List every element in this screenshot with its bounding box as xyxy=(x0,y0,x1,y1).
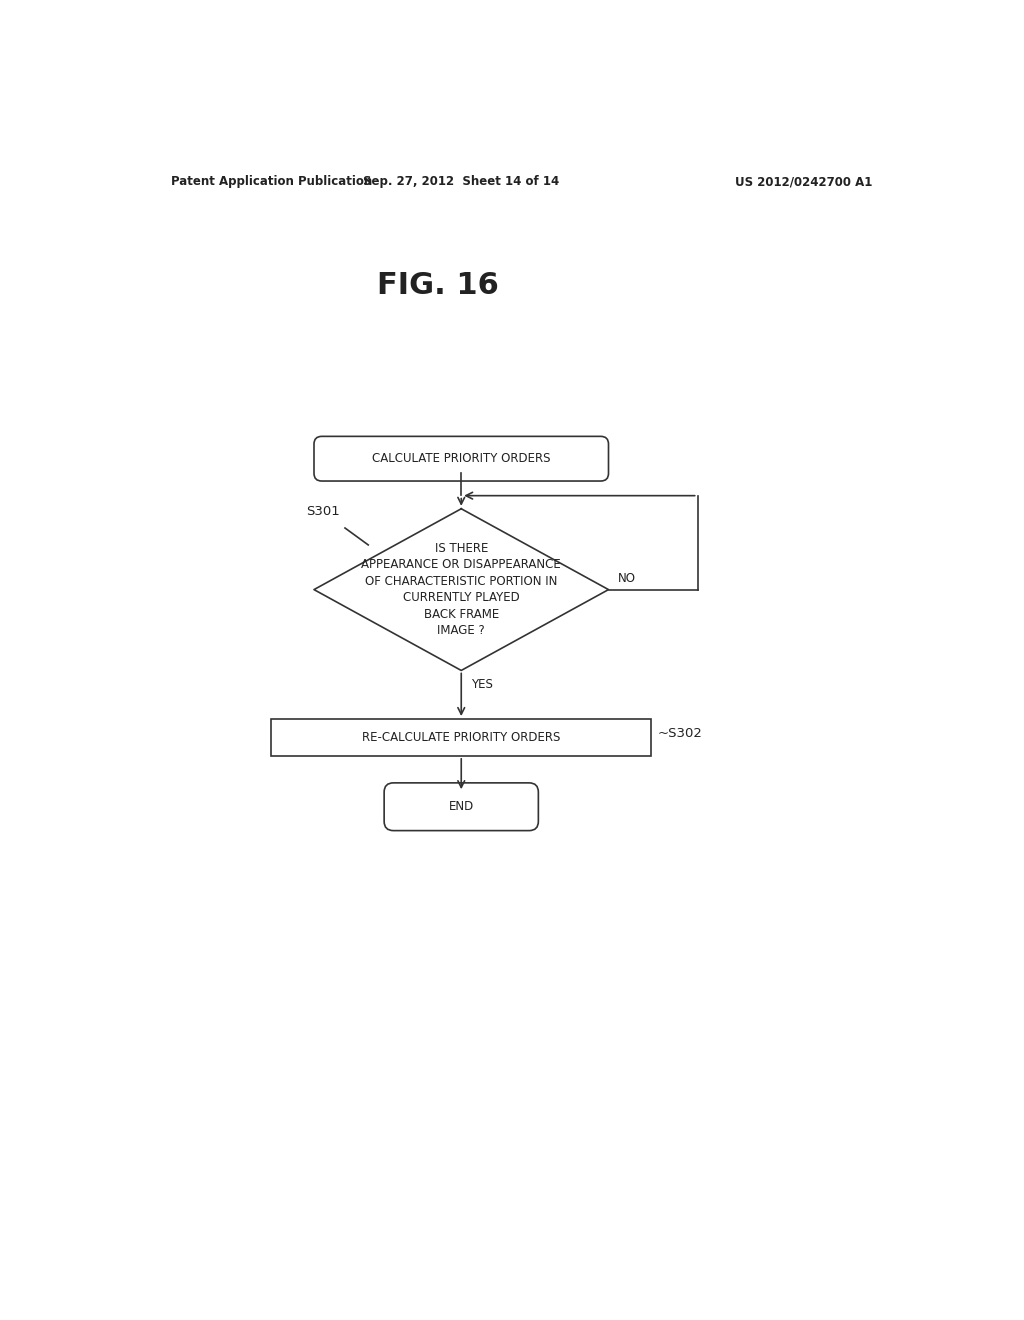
Text: FIG. 16: FIG. 16 xyxy=(377,271,499,300)
FancyBboxPatch shape xyxy=(314,437,608,480)
Text: ~S302: ~S302 xyxy=(657,727,702,741)
Text: CALCULATE PRIORITY ORDERS: CALCULATE PRIORITY ORDERS xyxy=(372,453,551,465)
Text: NO: NO xyxy=(617,572,636,585)
Text: YES: YES xyxy=(471,677,493,690)
Text: IS THERE
APPEARANCE OR DISAPPEARANCE
OF CHARACTERISTIC PORTION IN
CURRENTLY PLAY: IS THERE APPEARANCE OR DISAPPEARANCE OF … xyxy=(361,541,561,638)
Text: Sep. 27, 2012  Sheet 14 of 14: Sep. 27, 2012 Sheet 14 of 14 xyxy=(364,176,559,187)
Text: RE-CALCULATE PRIORITY ORDERS: RE-CALCULATE PRIORITY ORDERS xyxy=(362,731,560,744)
FancyBboxPatch shape xyxy=(384,783,539,830)
Text: END: END xyxy=(449,800,474,813)
Text: S301: S301 xyxy=(306,504,340,517)
Text: US 2012/0242700 A1: US 2012/0242700 A1 xyxy=(734,176,872,187)
Bar xyxy=(271,719,651,756)
Text: Patent Application Publication: Patent Application Publication xyxy=(171,176,372,187)
